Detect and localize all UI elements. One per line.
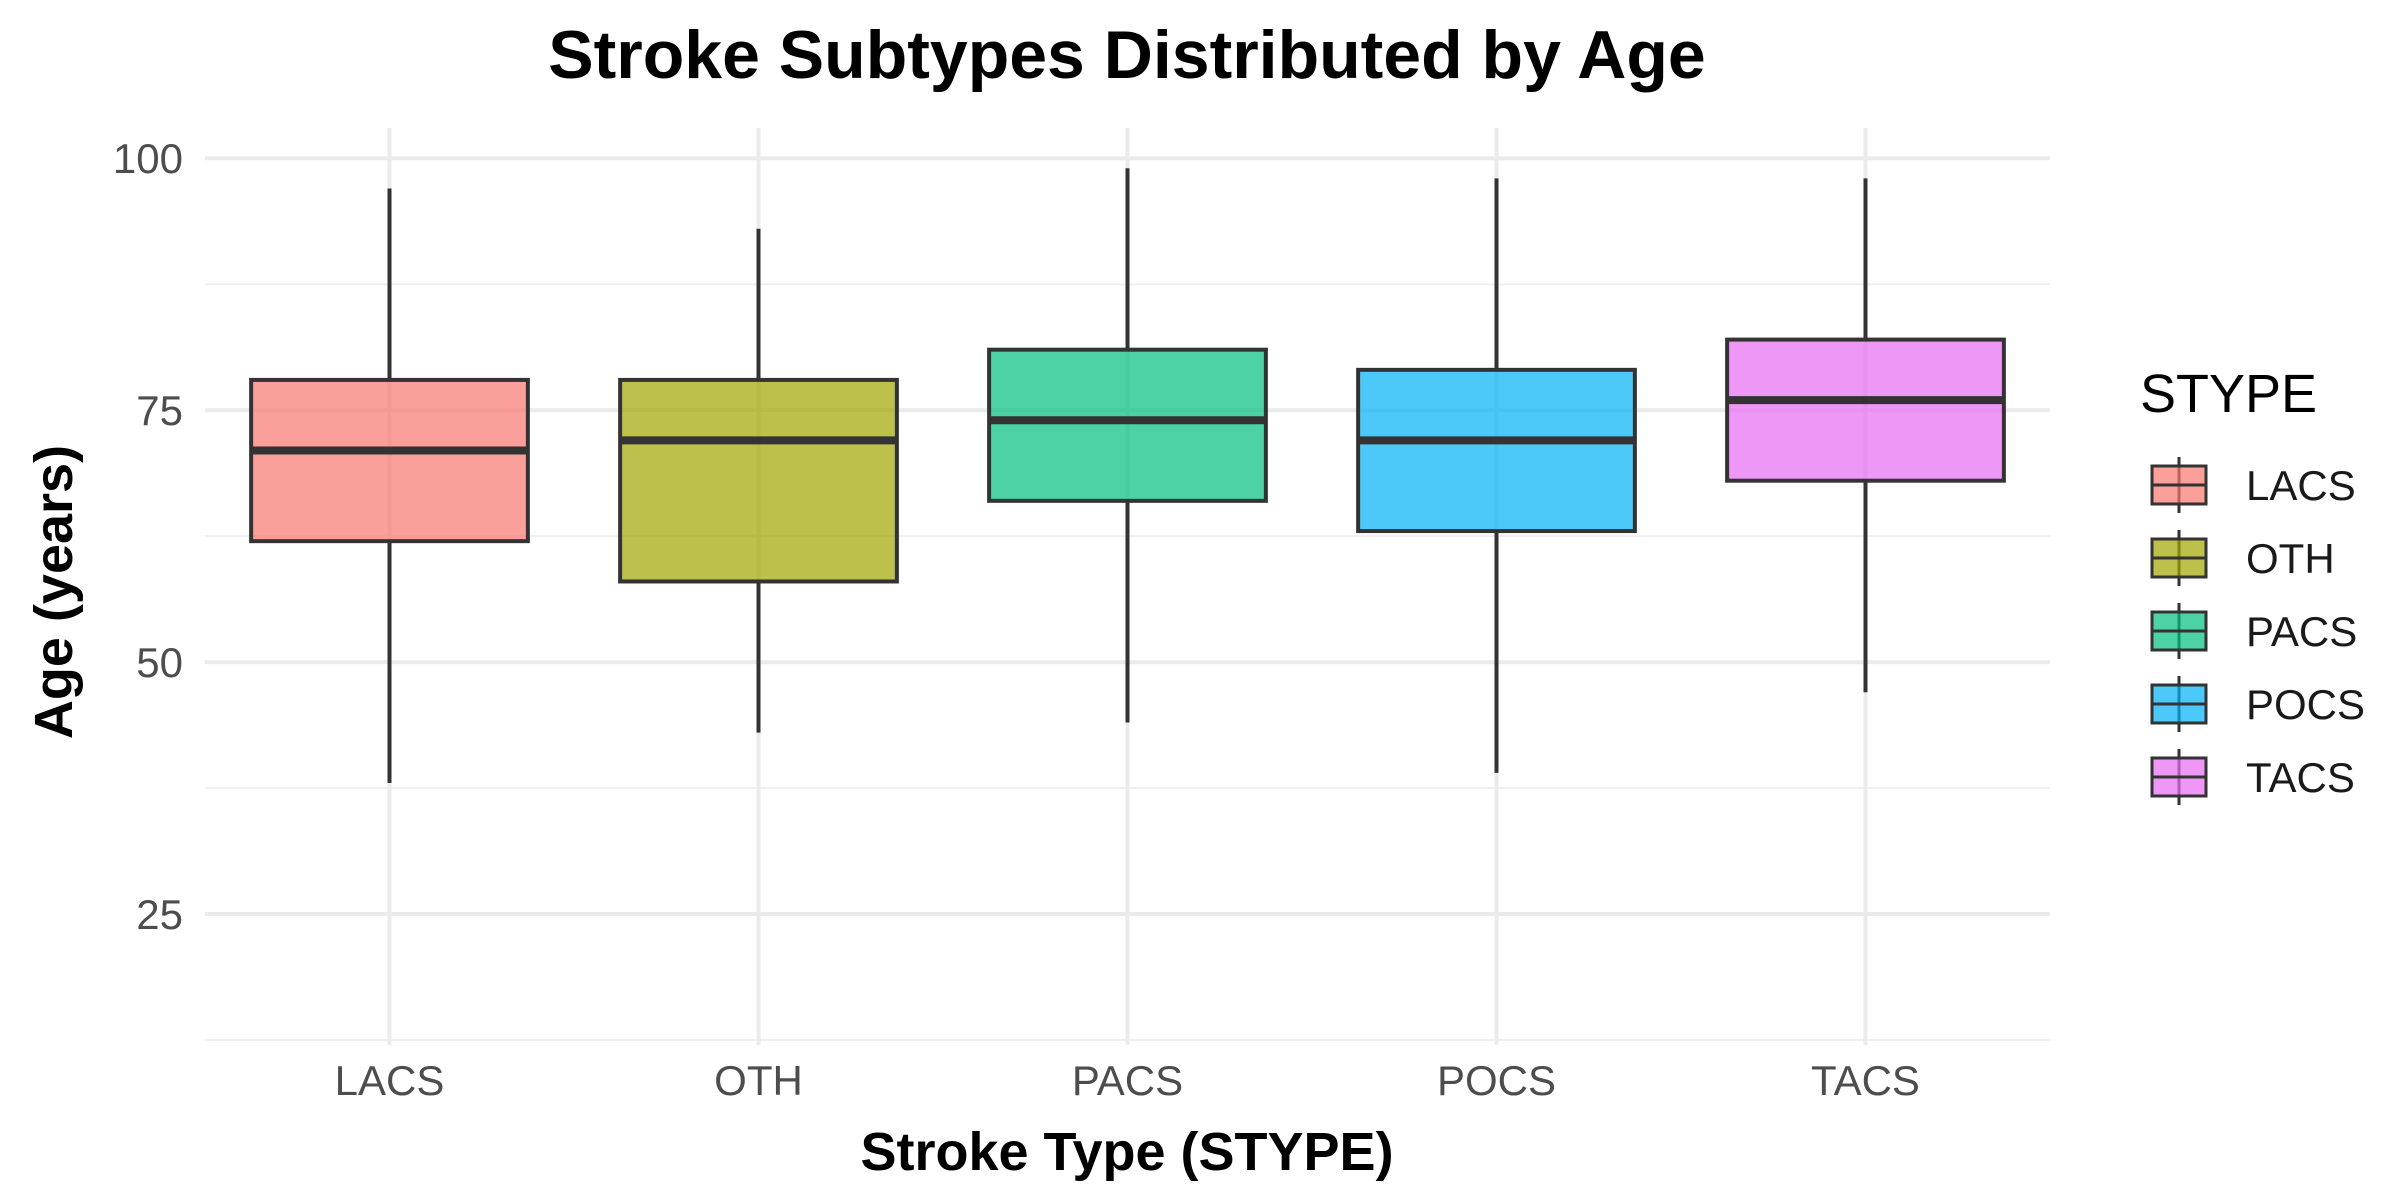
box-oth	[618, 228, 899, 733]
legend-label: TACS	[2246, 754, 2355, 801]
legend-label: LACS	[2246, 462, 2356, 509]
y-axis-title: Age (years)	[24, 445, 84, 739]
legend-item-lacs: LACS	[2150, 457, 2356, 513]
box-pacs	[987, 168, 1268, 723]
legend-item-oth: OTH	[2150, 530, 2335, 586]
legend-item-pocs: POCS	[2150, 676, 2365, 732]
box-layer	[249, 168, 2006, 783]
y-tick-label: 100	[113, 135, 183, 182]
iqr-box	[1356, 367, 1637, 534]
x-tick-label: PACS	[1072, 1057, 1183, 1104]
x-tick-label: POCS	[1437, 1057, 1556, 1104]
legend-label: PACS	[2246, 608, 2357, 655]
legend-label: OTH	[2246, 535, 2335, 582]
y-tick-label: 25	[136, 891, 183, 938]
iqr-box	[987, 347, 1268, 503]
legend-label: POCS	[2246, 681, 2365, 728]
iqr-box	[1725, 337, 2006, 483]
legend-item-tacs: TACS	[2150, 749, 2355, 805]
legend-item-pacs: PACS	[2150, 603, 2357, 659]
legend-title: STYPE	[2140, 364, 2317, 424]
chart-title: Stroke Subtypes Distributed by Age	[548, 17, 1705, 93]
y-tick-label: 50	[136, 639, 183, 686]
tick-labels: 25 50 75 100 LACS OTH PACS POCS TACS	[113, 135, 1920, 1104]
iqr-box	[618, 377, 899, 584]
x-axis-title: Stroke Type (STYPE)	[860, 1122, 1393, 1182]
x-tick-label: LACS	[335, 1057, 445, 1104]
box-tacs	[1725, 178, 2006, 693]
legend: STYPE LACS OTH PACS POCS TACS	[2140, 364, 2365, 805]
iqr-box	[249, 377, 530, 544]
x-tick-label: OTH	[714, 1057, 803, 1104]
x-tick-label: TACS	[1811, 1057, 1920, 1104]
box-pocs	[1356, 178, 1637, 773]
box-lacs	[249, 188, 530, 783]
y-tick-label: 75	[136, 387, 183, 434]
